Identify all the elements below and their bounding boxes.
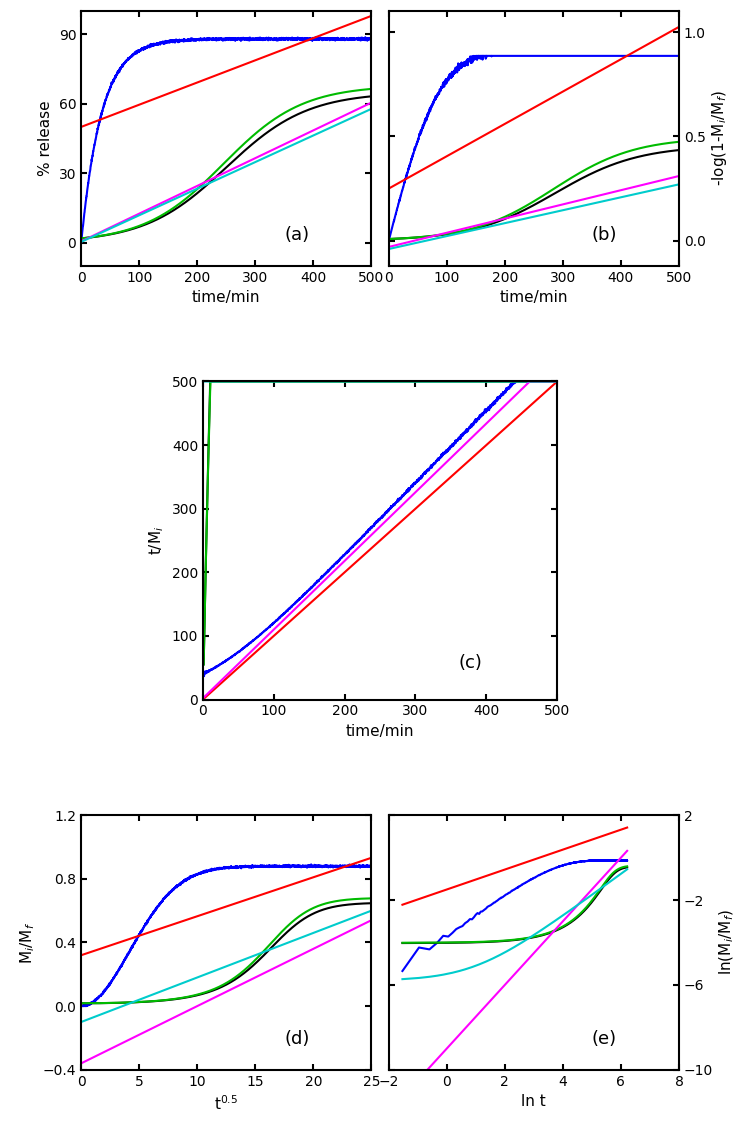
Text: (e): (e) (592, 1030, 617, 1048)
X-axis label: ln t: ln t (522, 1094, 546, 1109)
Y-axis label: t/M$_i$: t/M$_i$ (148, 526, 166, 555)
Text: (a): (a) (284, 226, 309, 244)
X-axis label: time/min: time/min (192, 291, 261, 305)
Text: (b): (b) (592, 226, 618, 244)
X-axis label: time/min: time/min (346, 724, 414, 739)
X-axis label: time/min: time/min (500, 291, 568, 305)
Y-axis label: M$_i$/M$_f$: M$_i$/M$_f$ (18, 921, 37, 964)
Text: (c): (c) (458, 654, 482, 672)
Text: (d): (d) (284, 1030, 310, 1048)
X-axis label: t$^{0.5}$: t$^{0.5}$ (214, 1094, 238, 1112)
Y-axis label: -log(1-M$_i$/M$_f$): -log(1-M$_i$/M$_f$) (710, 90, 729, 187)
Y-axis label: % release: % release (38, 100, 53, 177)
Y-axis label: ln(M$_i$/M$_f$): ln(M$_i$/M$_f$) (717, 910, 736, 975)
